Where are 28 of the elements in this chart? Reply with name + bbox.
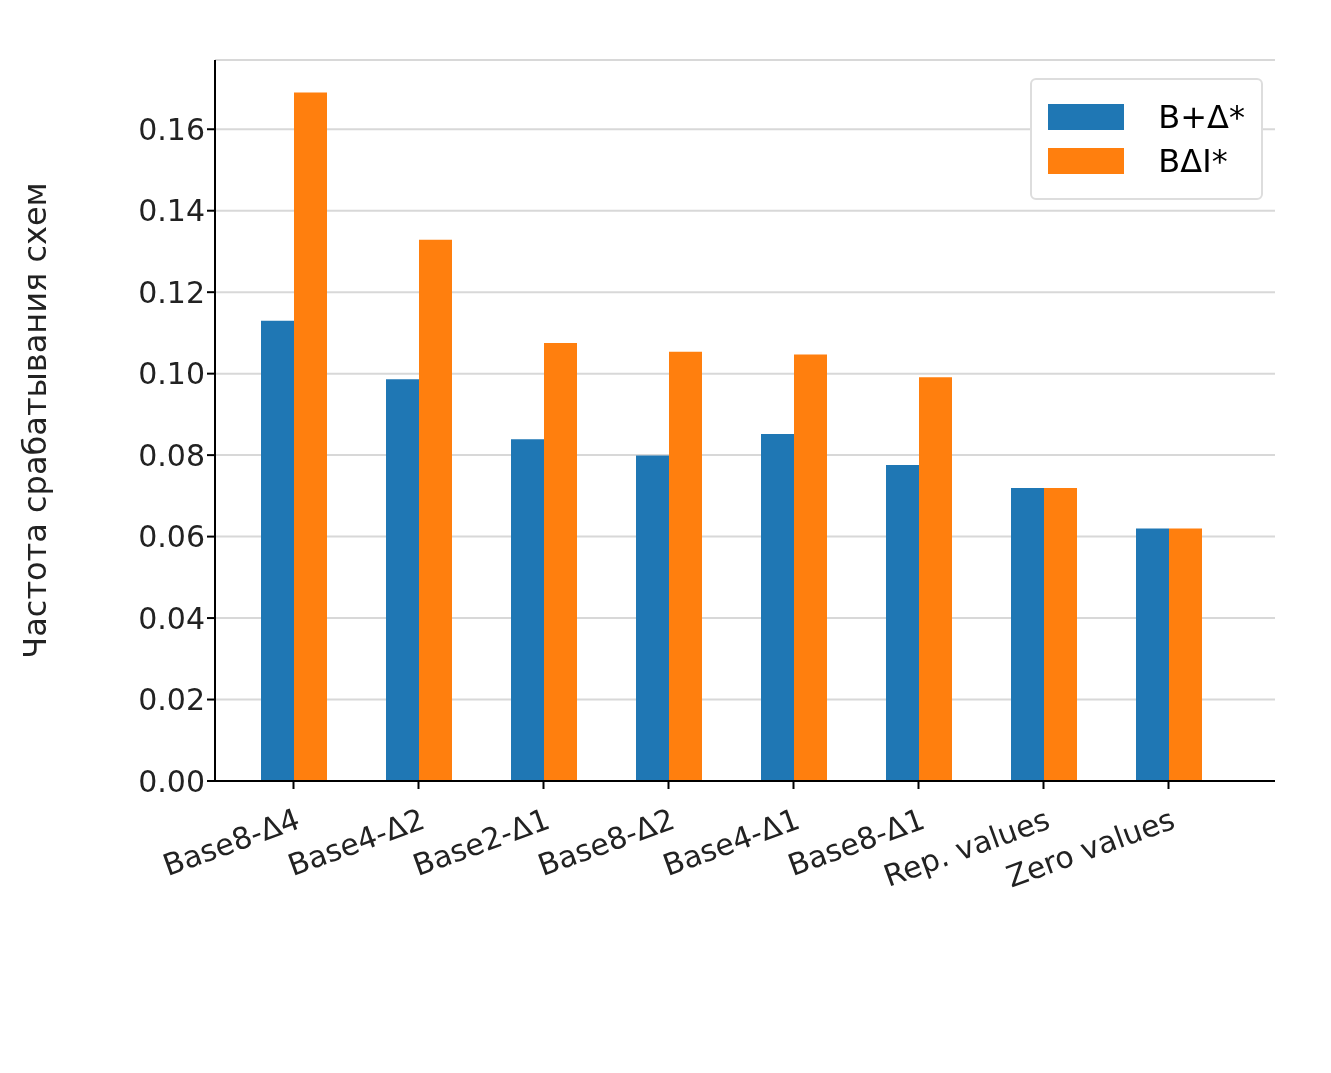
bar <box>386 379 419 781</box>
y-tick-label: 0.12 <box>138 274 205 310</box>
bar <box>794 354 827 781</box>
y-axis-title: Частота срабатывания схем <box>16 182 55 659</box>
bar <box>261 320 294 781</box>
bar <box>511 439 544 781</box>
legend-label: B+Δ* <box>1158 98 1245 136</box>
bar <box>1136 528 1169 781</box>
y-tick-label: 0.16 <box>138 111 205 147</box>
bar <box>544 343 577 781</box>
y-tick-label: 0.00 <box>138 763 205 799</box>
y-tick-label: 0.08 <box>138 437 205 473</box>
bar <box>636 455 669 781</box>
y-tick-label: 0.10 <box>138 356 205 392</box>
bar <box>1169 528 1202 781</box>
bar <box>1011 488 1044 781</box>
bar <box>1044 488 1077 781</box>
y-tick-label: 0.04 <box>138 600 205 636</box>
bar <box>669 351 702 781</box>
legend-label: BΔI* <box>1158 142 1228 180</box>
bar <box>919 377 952 781</box>
bar <box>886 464 919 781</box>
y-tick-label: 0.02 <box>138 682 205 718</box>
y-tick-label: 0.14 <box>138 193 205 229</box>
y-tick-label: 0.06 <box>138 519 205 555</box>
bar <box>294 92 327 781</box>
bar <box>761 433 794 781</box>
bar <box>419 239 452 781</box>
